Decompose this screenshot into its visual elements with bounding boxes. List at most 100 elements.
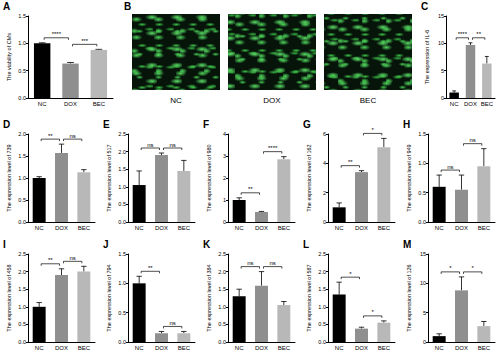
svg-text:2.5: 2.5 — [218, 251, 226, 257]
svg-text:0: 0 — [423, 339, 426, 345]
svg-text:1.0: 1.0 — [18, 40, 26, 46]
svg-text:0.5: 0.5 — [318, 321, 326, 327]
svg-text:DOX: DOX — [55, 225, 68, 231]
svg-text:NC: NC — [335, 345, 344, 351]
svg-text:0.5: 0.5 — [418, 190, 426, 196]
svg-text:1.0: 1.0 — [218, 304, 226, 310]
svg-text:**: ** — [348, 159, 353, 165]
svg-text:0.5: 0.5 — [18, 321, 26, 327]
svg-text:**: ** — [248, 186, 253, 192]
svg-text:*: * — [371, 127, 374, 133]
svg-text:0.0: 0.0 — [18, 219, 26, 225]
svg-text:NC: NC — [35, 225, 44, 231]
svg-text:2.5: 2.5 — [18, 251, 26, 257]
svg-text:0: 0 — [323, 219, 326, 225]
svg-text:NC: NC — [38, 101, 47, 107]
svg-text:DOX: DOX — [455, 345, 468, 351]
svg-text:M: M — [403, 239, 411, 250]
svg-text:*: * — [349, 271, 352, 277]
svg-text:C: C — [421, 1, 428, 12]
svg-text:2.5: 2.5 — [318, 251, 326, 257]
svg-text:The expression level of 517: The expression level of 517 — [106, 144, 112, 211]
svg-text:1.5: 1.5 — [418, 131, 426, 137]
svg-text:1.5: 1.5 — [118, 251, 126, 257]
svg-text:The expression level of 949: The expression level of 949 — [406, 144, 412, 211]
svg-text:NC: NC — [235, 225, 244, 231]
svg-text:ns: ns — [69, 133, 75, 139]
svg-text:0.5: 0.5 — [18, 68, 26, 74]
svg-text:DOX: DOX — [155, 345, 168, 351]
svg-text:ns: ns — [247, 260, 253, 266]
svg-text:1.0: 1.0 — [18, 304, 26, 310]
svg-text:DOX: DOX — [155, 225, 168, 231]
svg-text:BEC: BEC — [278, 345, 291, 351]
svg-text:ns: ns — [269, 260, 275, 266]
svg-text:BEC: BEC — [178, 345, 191, 351]
svg-text:0.0: 0.0 — [18, 339, 26, 345]
svg-text:ns: ns — [147, 142, 153, 148]
svg-text:DOX: DOX — [355, 225, 368, 231]
svg-text:2.5: 2.5 — [118, 131, 126, 137]
svg-text:The expression level of 587: The expression level of 587 — [306, 264, 312, 331]
svg-text:1.5: 1.5 — [318, 286, 326, 292]
svg-text:BEC: BEC — [478, 345, 491, 351]
svg-text:0.0: 0.0 — [118, 339, 126, 345]
svg-text:The expression level of 794: The expression level of 794 — [106, 264, 112, 331]
svg-text:DOX: DOX — [255, 225, 268, 231]
svg-text:The expression of IL-6: The expression of IL-6 — [424, 30, 430, 85]
svg-text:0.0: 0.0 — [118, 219, 126, 225]
svg-text:1.5: 1.5 — [18, 13, 26, 19]
svg-text:BEC: BEC — [378, 345, 391, 351]
svg-text:1.0: 1.0 — [18, 175, 26, 181]
svg-text:D: D — [3, 119, 10, 130]
svg-text:BEC: BEC — [278, 225, 291, 231]
svg-text:2.0: 2.0 — [18, 131, 26, 137]
svg-text:1: 1 — [223, 197, 226, 203]
svg-text:The expression level of 126: The expression level of 126 — [406, 264, 412, 331]
svg-text:6: 6 — [323, 131, 326, 137]
svg-text:A: A — [3, 1, 10, 12]
svg-text:NC: NC — [35, 345, 44, 351]
svg-text:NC: NC — [435, 345, 444, 351]
svg-text:****: **** — [458, 31, 468, 37]
svg-text:L: L — [303, 239, 309, 250]
svg-text:1.0: 1.0 — [118, 184, 126, 190]
svg-text:ns: ns — [469, 137, 475, 143]
svg-text:DOX: DOX — [455, 225, 468, 231]
svg-text:**: ** — [48, 133, 53, 139]
svg-text:DOX: DOX — [464, 101, 477, 107]
svg-text:0: 0 — [441, 95, 444, 101]
svg-text:5: 5 — [441, 68, 444, 74]
svg-text:F: F — [203, 119, 209, 130]
svg-text:1.0: 1.0 — [318, 304, 326, 310]
svg-text:ns: ns — [69, 255, 75, 261]
svg-text:I: I — [3, 239, 6, 250]
svg-text:15: 15 — [420, 251, 426, 257]
svg-text:4: 4 — [223, 131, 226, 137]
svg-text:J: J — [103, 239, 109, 250]
svg-text:0.5: 0.5 — [118, 201, 126, 207]
svg-text:The expression level of 162: The expression level of 162 — [306, 144, 312, 211]
svg-text:***: *** — [81, 38, 89, 44]
svg-text:DOX: DOX — [55, 345, 68, 351]
svg-text:NC: NC — [335, 225, 344, 231]
svg-text:**: ** — [476, 31, 481, 37]
svg-text:1.0: 1.0 — [418, 160, 426, 166]
svg-text:K: K — [203, 239, 211, 250]
svg-text:10: 10 — [420, 280, 426, 286]
svg-text:****: **** — [268, 145, 278, 151]
svg-text:0.0: 0.0 — [218, 339, 226, 345]
svg-text:BEC: BEC — [481, 101, 494, 107]
svg-text:0.0: 0.0 — [318, 339, 326, 345]
svg-text:NC: NC — [235, 345, 244, 351]
svg-text:*: * — [449, 265, 452, 271]
svg-text:The expression level of 739: The expression level of 739 — [6, 144, 12, 211]
svg-text:2.0: 2.0 — [118, 149, 126, 155]
svg-text:1.5: 1.5 — [18, 153, 26, 159]
svg-text:2: 2 — [323, 190, 326, 196]
svg-text:H: H — [403, 119, 410, 130]
svg-text:1.5: 1.5 — [118, 166, 126, 172]
svg-text:0.0: 0.0 — [418, 219, 426, 225]
svg-text:2: 2 — [223, 175, 226, 181]
svg-text:*: * — [471, 265, 474, 271]
